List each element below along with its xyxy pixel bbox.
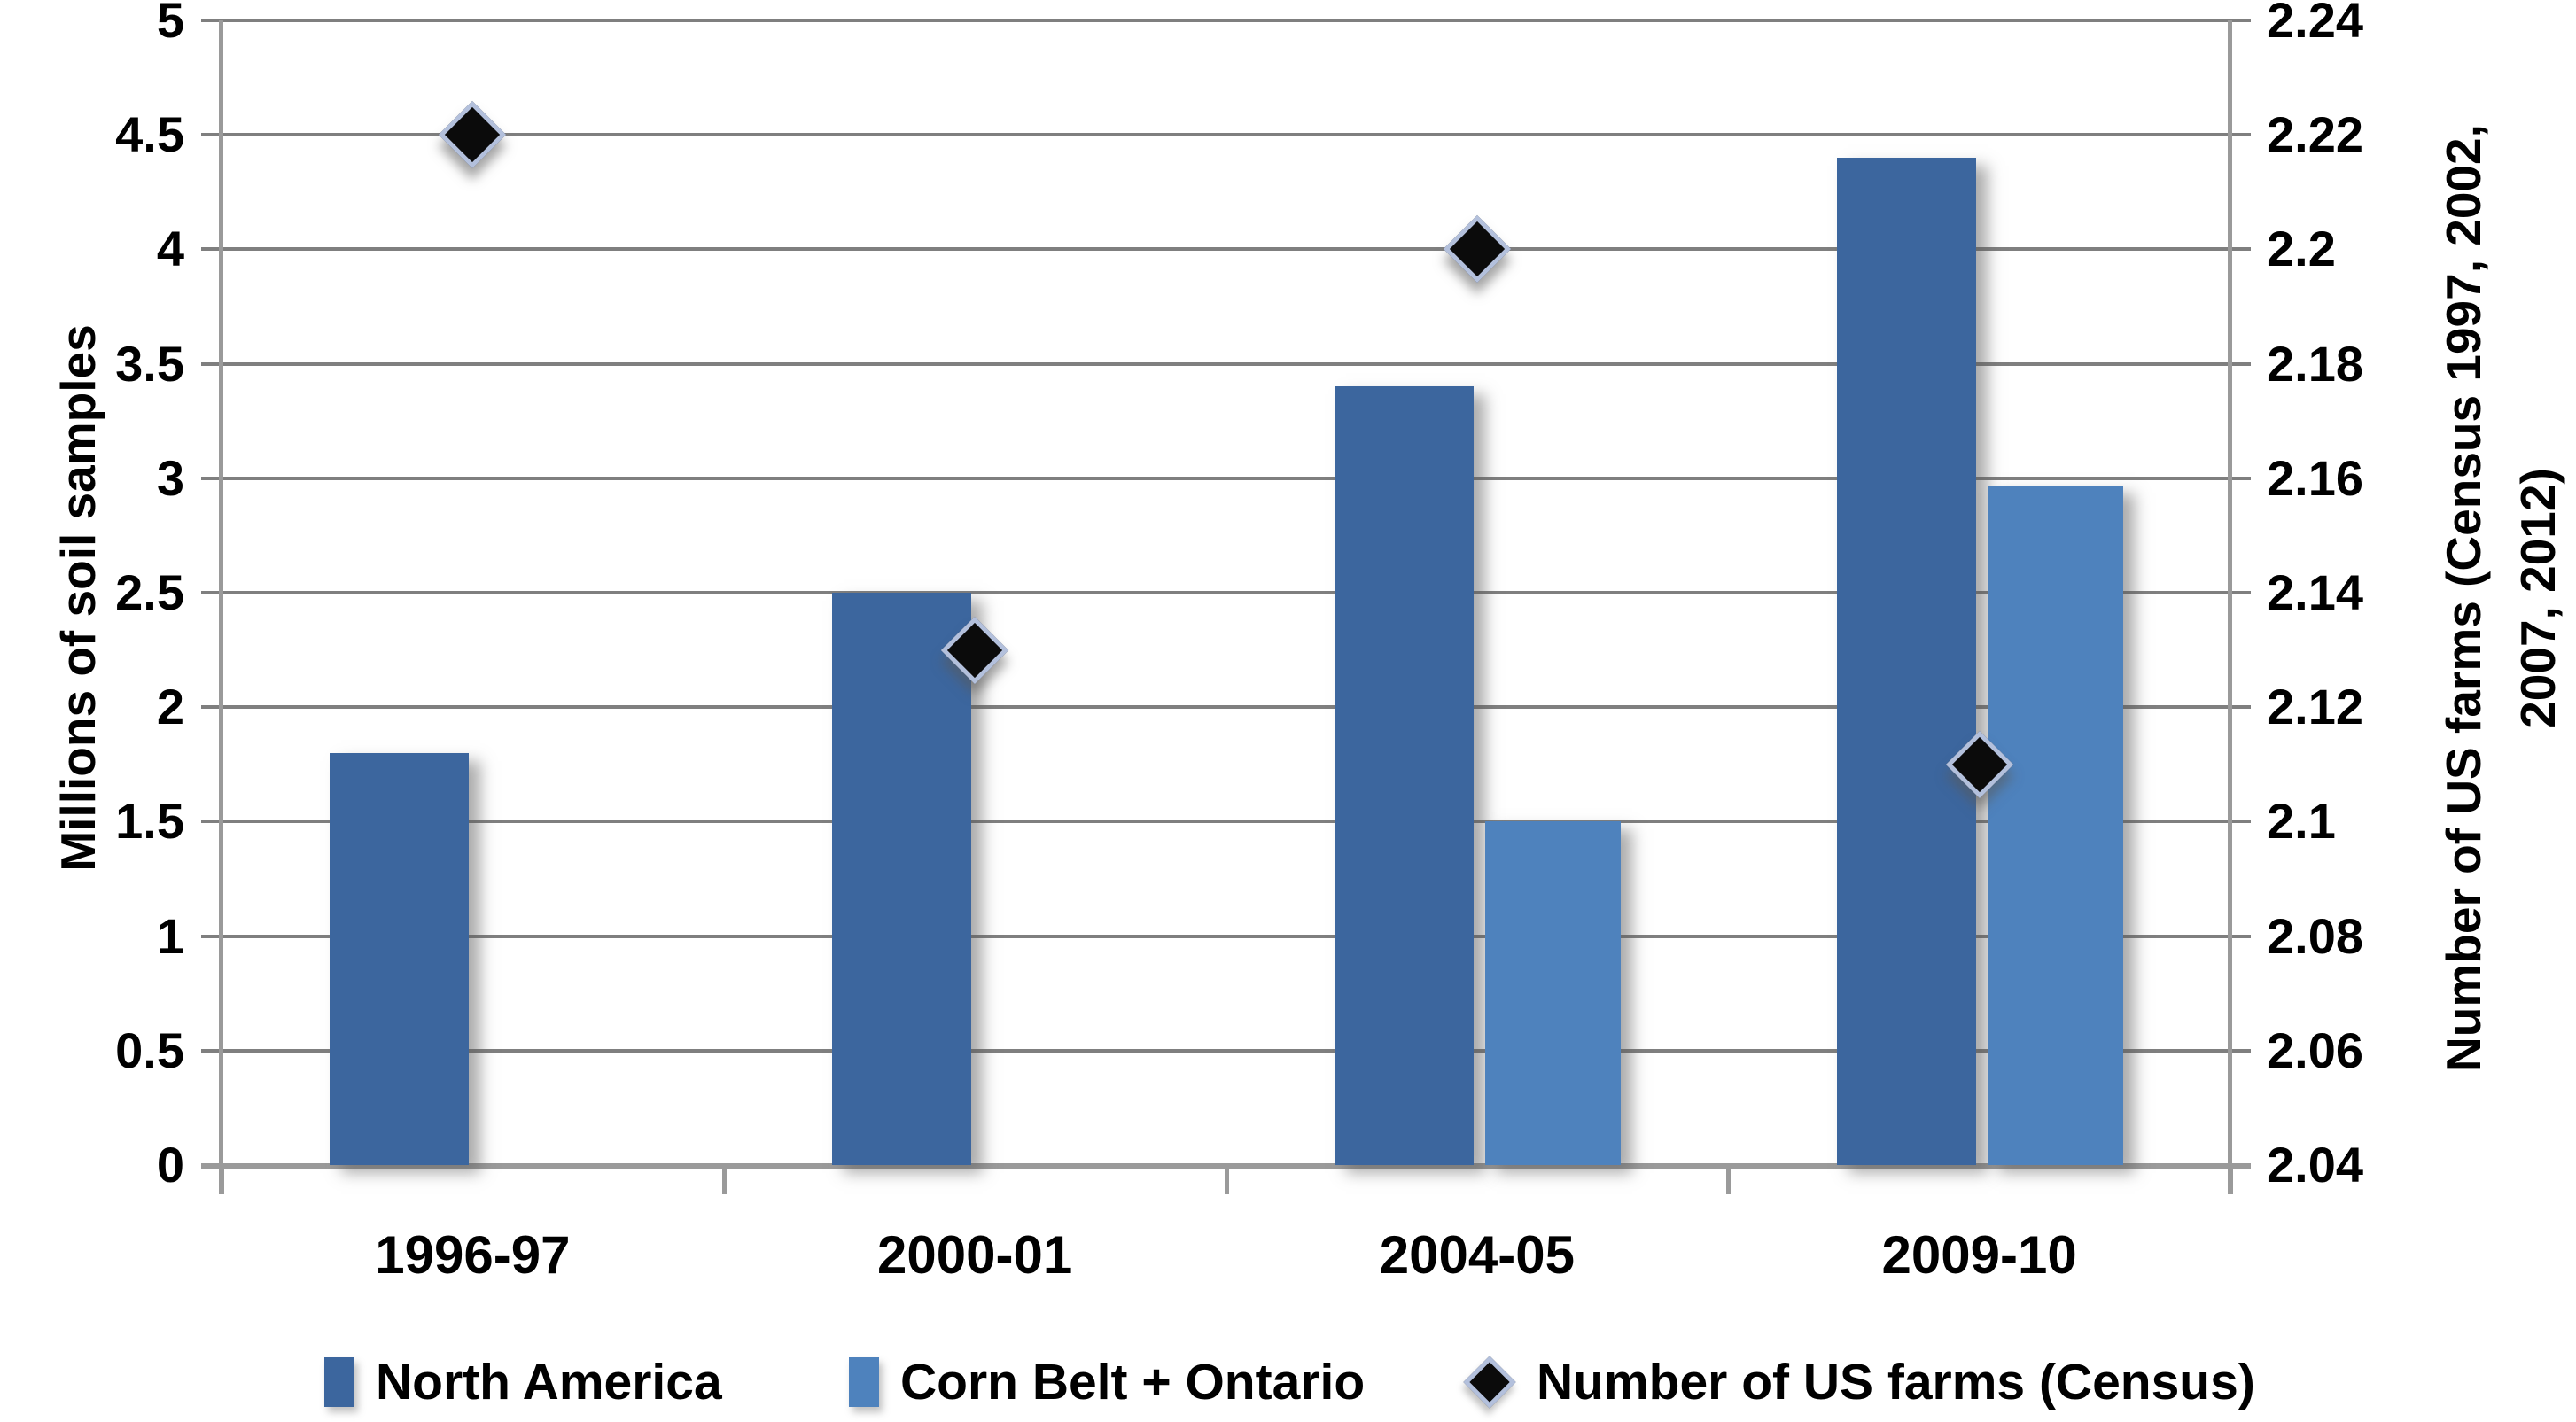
- x-axis-category-label: 2000-01: [877, 1225, 1073, 1285]
- x-axis-category-label: 1996-97: [375, 1225, 571, 1285]
- right-axis-tick-label: 2.12: [2267, 679, 2363, 735]
- x-axis-category-label: 2009-10: [1881, 1225, 2077, 1285]
- right-axis-tick-label: 2.08: [2267, 907, 2363, 964]
- right-axis-tick-label: 2.18: [2267, 335, 2363, 392]
- corn-belt-ontario-swatch-icon: [849, 1357, 879, 1407]
- gridline: [201, 361, 2251, 366]
- gridline: [201, 476, 2251, 480]
- left-axis-tick-label: 1.5: [115, 793, 184, 850]
- us-farms-diamond-icon: [1463, 1356, 1516, 1409]
- right-axis-title-line2: 2007, 2012): [2510, 468, 2565, 728]
- gridline: [201, 19, 2251, 22]
- us-farms-data-point-icon: [1443, 215, 1512, 284]
- legend-label-north-america: North America: [376, 1354, 722, 1410]
- left-axis-line: [219, 20, 223, 1194]
- x-axis-tick: [1224, 1165, 1229, 1194]
- legend-item-north-america: North America: [324, 1345, 722, 1419]
- left-axis-tick-label: 4: [156, 221, 184, 277]
- left-axis-tick-label: 0.5: [115, 1022, 184, 1078]
- right-axis-tick-label: 2.16: [2267, 449, 2363, 506]
- right-axis-tick-label: 2.24: [2267, 0, 2363, 48]
- left-axis-tick-label: 3: [156, 449, 184, 506]
- left-axis-tick-label: 2.5: [115, 564, 184, 620]
- left-axis-tick-label: 1: [156, 907, 184, 964]
- right-axis-line: [2228, 20, 2232, 1194]
- legend-item-us-farms: Number of US farms (Census): [1463, 1345, 2255, 1419]
- gridline: [201, 705, 2251, 710]
- right-axis-tick-label: 2.2: [2267, 221, 2336, 277]
- legend-item-corn-belt-ontario: Corn Belt + Ontario: [849, 1345, 1365, 1419]
- left-axis-tick-label: 4.5: [115, 106, 184, 163]
- x-axis-tick: [2229, 1165, 2233, 1194]
- bar-corn-belt-ontario: [1484, 821, 1621, 1165]
- bar-north-america: [1334, 386, 1474, 1165]
- us-farms-data-point-icon: [439, 101, 507, 169]
- left-axis-tick-label: 2: [156, 679, 184, 735]
- north-america-swatch-icon: [324, 1357, 354, 1407]
- right-axis-tick-label: 2.04: [2267, 1137, 2363, 1193]
- right-axis-tick-label: 2.06: [2267, 1022, 2363, 1078]
- right-axis-title: Number of US farms (Census 1997, 2002, 2…: [2426, 124, 2575, 1072]
- x-axis-tick: [1726, 1165, 1732, 1194]
- gridline: [201, 591, 2251, 594]
- gridline: [201, 247, 2251, 252]
- gridline: [201, 1048, 2251, 1053]
- legend-label-us-farms: Number of US farms (Census): [1537, 1354, 2255, 1410]
- x-axis-category-label: 2004-05: [1379, 1225, 1575, 1285]
- bar-north-america: [1836, 158, 1976, 1165]
- right-axis-tick-label: 2.14: [2267, 564, 2363, 620]
- legend-label-corn-belt-ontario: Corn Belt + Ontario: [900, 1354, 1366, 1410]
- bar-corn-belt-ontario: [1987, 485, 2123, 1165]
- gridline: [201, 934, 2251, 938]
- bar-north-america: [832, 593, 972, 1165]
- x-axis-tick: [721, 1165, 727, 1194]
- right-axis-tick-label: 2.1: [2267, 793, 2336, 850]
- gridline: [201, 820, 2251, 824]
- left-axis-title: Millions of soil samples: [51, 324, 105, 872]
- x-axis-tick: [220, 1165, 224, 1194]
- left-axis-tick-label: 5: [156, 0, 184, 48]
- bar-north-america: [330, 752, 470, 1165]
- left-axis-tick-label: 3.5: [115, 335, 184, 392]
- right-axis-tick-label: 2.22: [2267, 106, 2363, 163]
- left-axis-tick-label: 0: [156, 1137, 184, 1193]
- right-axis-title-line1: Number of US farms (Census 1997, 2002,: [2436, 124, 2491, 1072]
- gridline: [201, 133, 2251, 137]
